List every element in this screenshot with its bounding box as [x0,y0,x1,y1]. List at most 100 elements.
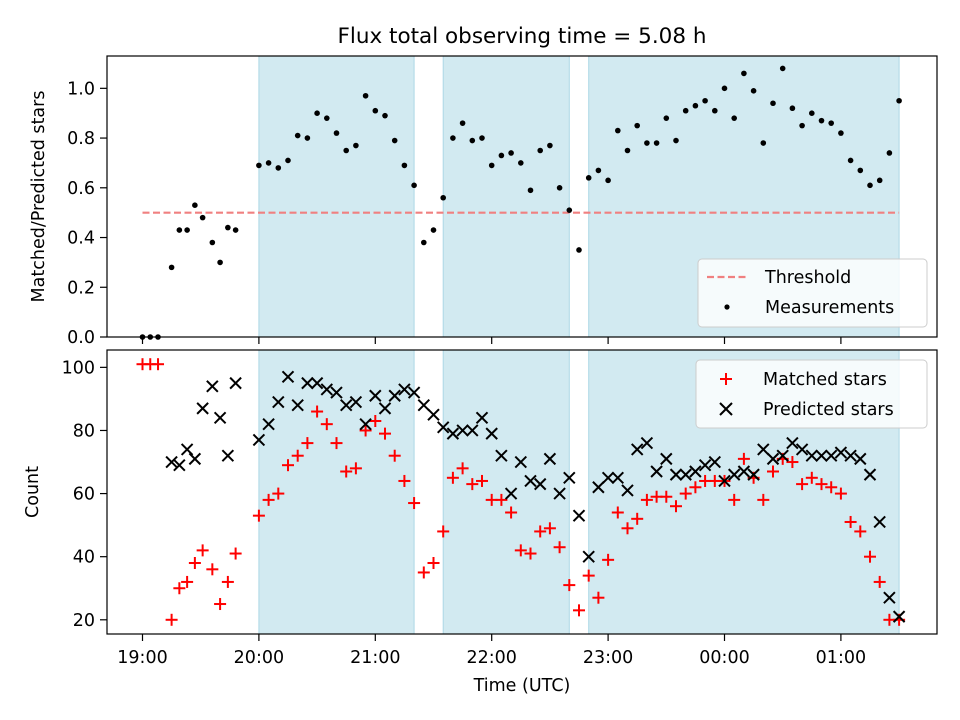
matched-point [196,544,209,557]
measurement-point [440,194,447,201]
top-axes-frame [106,55,938,338]
measurement-point [779,65,786,72]
bottom-legend-box [695,359,928,429]
y-tick-label: 100 [62,358,95,378]
measurement-point [682,107,689,114]
measurement-point [314,110,320,116]
predicted-point [611,471,625,485]
measurement-point [469,137,476,144]
measurement-point [547,142,553,149]
measurement-point [391,137,398,144]
shaded-interval [258,349,415,635]
measurement-point [225,224,231,231]
matched-point [229,547,242,560]
predicted-point [543,452,557,466]
measurement-point [847,157,854,164]
predicted-point [737,465,751,478]
measurement-point [401,162,408,169]
matched-point [757,493,770,506]
predicted-point [727,468,741,481]
top-legend-box [697,258,928,328]
matched-point [379,427,391,440]
y-tick-label: 0.4 [67,229,95,249]
measurement-point [353,142,359,149]
matched-point [679,487,692,500]
matched-point [437,525,450,538]
measurement-point [789,105,796,112]
predicted-point [456,424,469,437]
predicted-point [180,443,194,456]
predicted-point [834,446,848,459]
matched-point [505,506,518,519]
measurement-point [498,152,505,159]
bottom-x-axis: 19:00 20:00 21:00 22:00 23:00 00:00 01:00 [117,634,866,668]
measurement-point [867,182,873,189]
matched-point [573,604,585,617]
predicted-point [262,417,275,431]
matched-point [728,493,741,506]
matched-point [815,478,828,491]
predicted-point [206,380,219,393]
predicted-point [718,474,731,488]
top-legend: Threshold Measurements [697,258,928,328]
measurement-point [760,140,767,146]
predicted-point [388,389,401,402]
measurement-point [372,107,379,114]
measurement-point [653,140,660,146]
matched-point [621,522,634,535]
predicted-point [349,395,363,409]
matched-point [524,547,537,560]
x-tick-label: 20:00 [234,648,284,668]
matched-point [456,462,469,475]
measurement-point [702,97,708,104]
measurement-point [232,227,239,233]
predicted-point [795,443,809,456]
y-tick-label: 1.0 [67,79,95,99]
matched-point [563,579,576,592]
predicted-point [679,468,692,481]
legend-measurements-swatch [724,304,730,310]
matched-point [844,515,857,528]
matched-point [854,525,867,538]
x-tick-label: 00:00 [699,648,749,668]
measurement-point [876,177,883,184]
measurement-point [712,107,718,114]
predicted-point [475,411,489,425]
matched-point [553,541,566,554]
predicted-point [229,376,242,390]
bottom-axes-frame [106,349,938,635]
measurement-point [518,160,524,166]
predicted-point [669,468,683,481]
predicted-point [786,436,799,450]
legend-predicted-label: Predicted stars [763,400,894,420]
predicted-point [621,484,634,497]
measurement-point [527,187,534,194]
shaded-interval [258,55,415,338]
matched-point [152,358,165,371]
measurement-point [896,97,902,104]
predicted-point [301,376,314,390]
predicted-point [854,452,867,466]
matched-point [359,424,372,437]
predicted-point [698,458,712,472]
matched-point [272,487,285,500]
measurement-point [343,147,350,154]
predicted-point [582,550,595,563]
predicted-point [173,458,186,472]
matched-point [214,598,227,611]
predicted-point [436,421,450,434]
predicted-point [310,376,324,390]
matched-point [660,490,673,503]
measurement-point [624,147,631,154]
y-tick-label: 80 [73,421,95,441]
predicted-point [660,452,673,466]
predicted-point [844,449,857,462]
measurement-point [663,115,670,121]
predicted-point [320,383,334,396]
predicted-point [398,383,411,396]
predicted-point [757,443,770,456]
predicted-point [630,443,644,456]
matched-point [805,471,818,484]
matched-point [534,525,547,538]
